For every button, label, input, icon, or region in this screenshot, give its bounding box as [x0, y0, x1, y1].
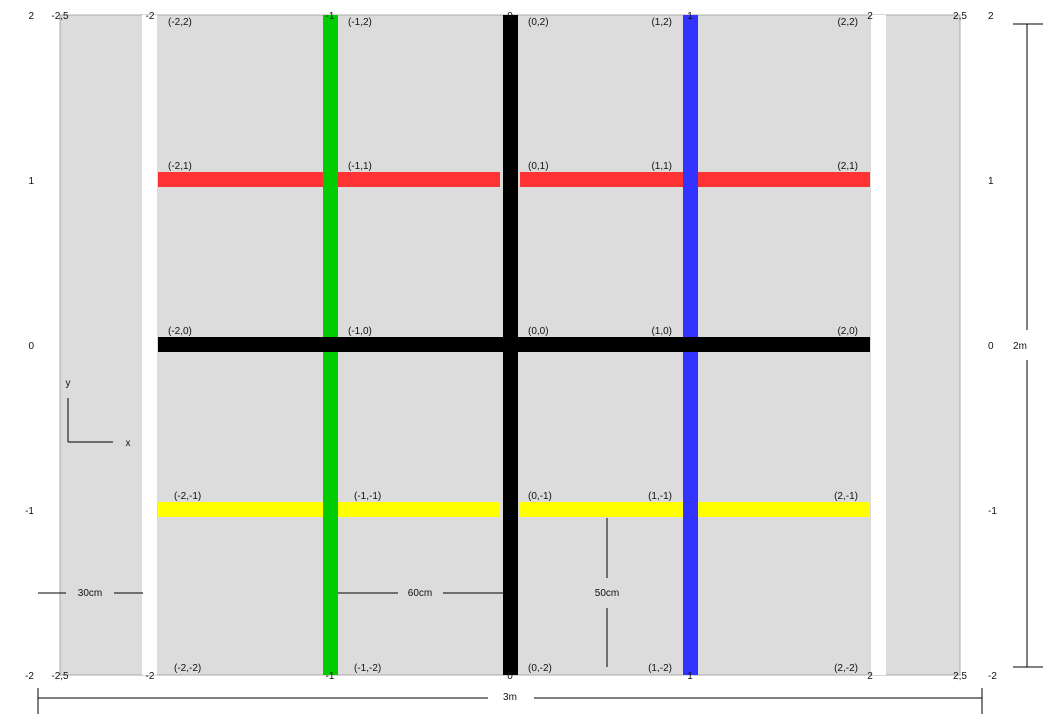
y-tick-label-right: 2: [988, 11, 994, 22]
dimension-label-2m: 2m: [1013, 341, 1027, 352]
x-tick-label-top: -1: [326, 11, 335, 22]
point-label: (-2,0): [168, 326, 192, 337]
point-label: (0,-1): [528, 491, 552, 502]
x-tick-label-bottom: -2: [146, 671, 155, 682]
point-label: (-1,-2): [354, 663, 381, 674]
y-tick-label-left: -2: [25, 671, 34, 682]
point-label: (-2,1): [168, 161, 192, 172]
x-tick-label-bottom: 2: [867, 671, 873, 682]
point-label: (1,-2): [648, 663, 672, 674]
y-tick-label-left: -1: [25, 506, 34, 517]
y-tick-label-right: 1: [988, 176, 994, 187]
separator-strip-left: [142, 15, 157, 675]
x-tick-label-top: 2,5: [953, 11, 967, 22]
x-tick-label-bottom: 2,5: [953, 671, 967, 682]
point-label: (2,-2): [834, 663, 858, 674]
point-label: (0,0): [528, 326, 549, 337]
y-tick-label-left: 0: [28, 341, 34, 352]
point-label: (0,1): [528, 161, 549, 172]
x-tick-label-top: -2: [146, 11, 155, 22]
x-tick-label-bottom: -2,5: [51, 671, 69, 682]
point-label: (-2,-1): [174, 491, 201, 502]
x-tick-label-top: 1: [687, 11, 693, 22]
dimension-label-60cm: 60cm: [408, 588, 432, 599]
x-tick-label-top: 0: [507, 11, 513, 22]
x-tick-label-top: 2: [867, 11, 873, 22]
axis-indicator: y x: [66, 378, 131, 449]
point-label: (2,-1): [834, 491, 858, 502]
y-tick-label-right: -1: [988, 506, 997, 517]
point-label: (1,-1): [648, 491, 672, 502]
point-label: (1,0): [651, 326, 672, 337]
x-tick-label-top: -2,5: [51, 11, 69, 22]
tick-labels-layer: -2,5 -2,5 -2 -2 -1 -1 0 0 1 1 2 2 2,5 2,5 2 2 1 1 0 0 -1 -1 -2…: [25, 11, 997, 682]
point-label: (2,2): [837, 17, 858, 28]
axis-indicator-y-label: y: [66, 378, 71, 389]
point-label: (1,1): [651, 161, 672, 172]
dimension-annotations-layer: 30cm 60cm 50cm 3m 2m: [37, 23, 1043, 714]
point-label: (2,1): [837, 161, 858, 172]
black-line-y0-overlay: [158, 337, 870, 352]
colored-lines-layer: [158, 15, 870, 675]
dimension-label-30cm: 30cm: [78, 588, 102, 599]
x-tick-label-bottom: 0: [507, 671, 513, 682]
y-tick-label-left: 2: [28, 11, 34, 22]
separator-strip-right: [871, 15, 886, 675]
point-label: (0,2): [528, 17, 549, 28]
point-label: (-2,2): [168, 17, 192, 28]
point-label: (-1,1): [348, 161, 372, 172]
x-tick-label-bottom: -1: [326, 671, 335, 682]
x-tick-label-bottom: 1: [687, 671, 693, 682]
point-labels-layer: (-2,2) (-1,2) (0,2) (1,2) (2,2) (-2,1) (-1,1) (…: [168, 17, 858, 674]
y-tick-label-left: 1: [28, 176, 34, 187]
dimension-label-50cm: 50cm: [595, 588, 619, 599]
point-label: (1,2): [651, 17, 672, 28]
point-label: (-2,-2): [174, 663, 201, 674]
y-tick-label-right: 0: [988, 341, 994, 352]
axis-indicator-x-label: x: [126, 438, 131, 449]
point-label: (-1,2): [348, 17, 372, 28]
point-label: (-1,0): [348, 326, 372, 337]
point-label: (-1,-1): [354, 491, 381, 502]
point-label: (2,0): [837, 326, 858, 337]
dimension-label-3m: 3m: [503, 692, 517, 703]
y-tick-label-right: -2: [988, 671, 997, 682]
point-label: (0,-2): [528, 663, 552, 674]
